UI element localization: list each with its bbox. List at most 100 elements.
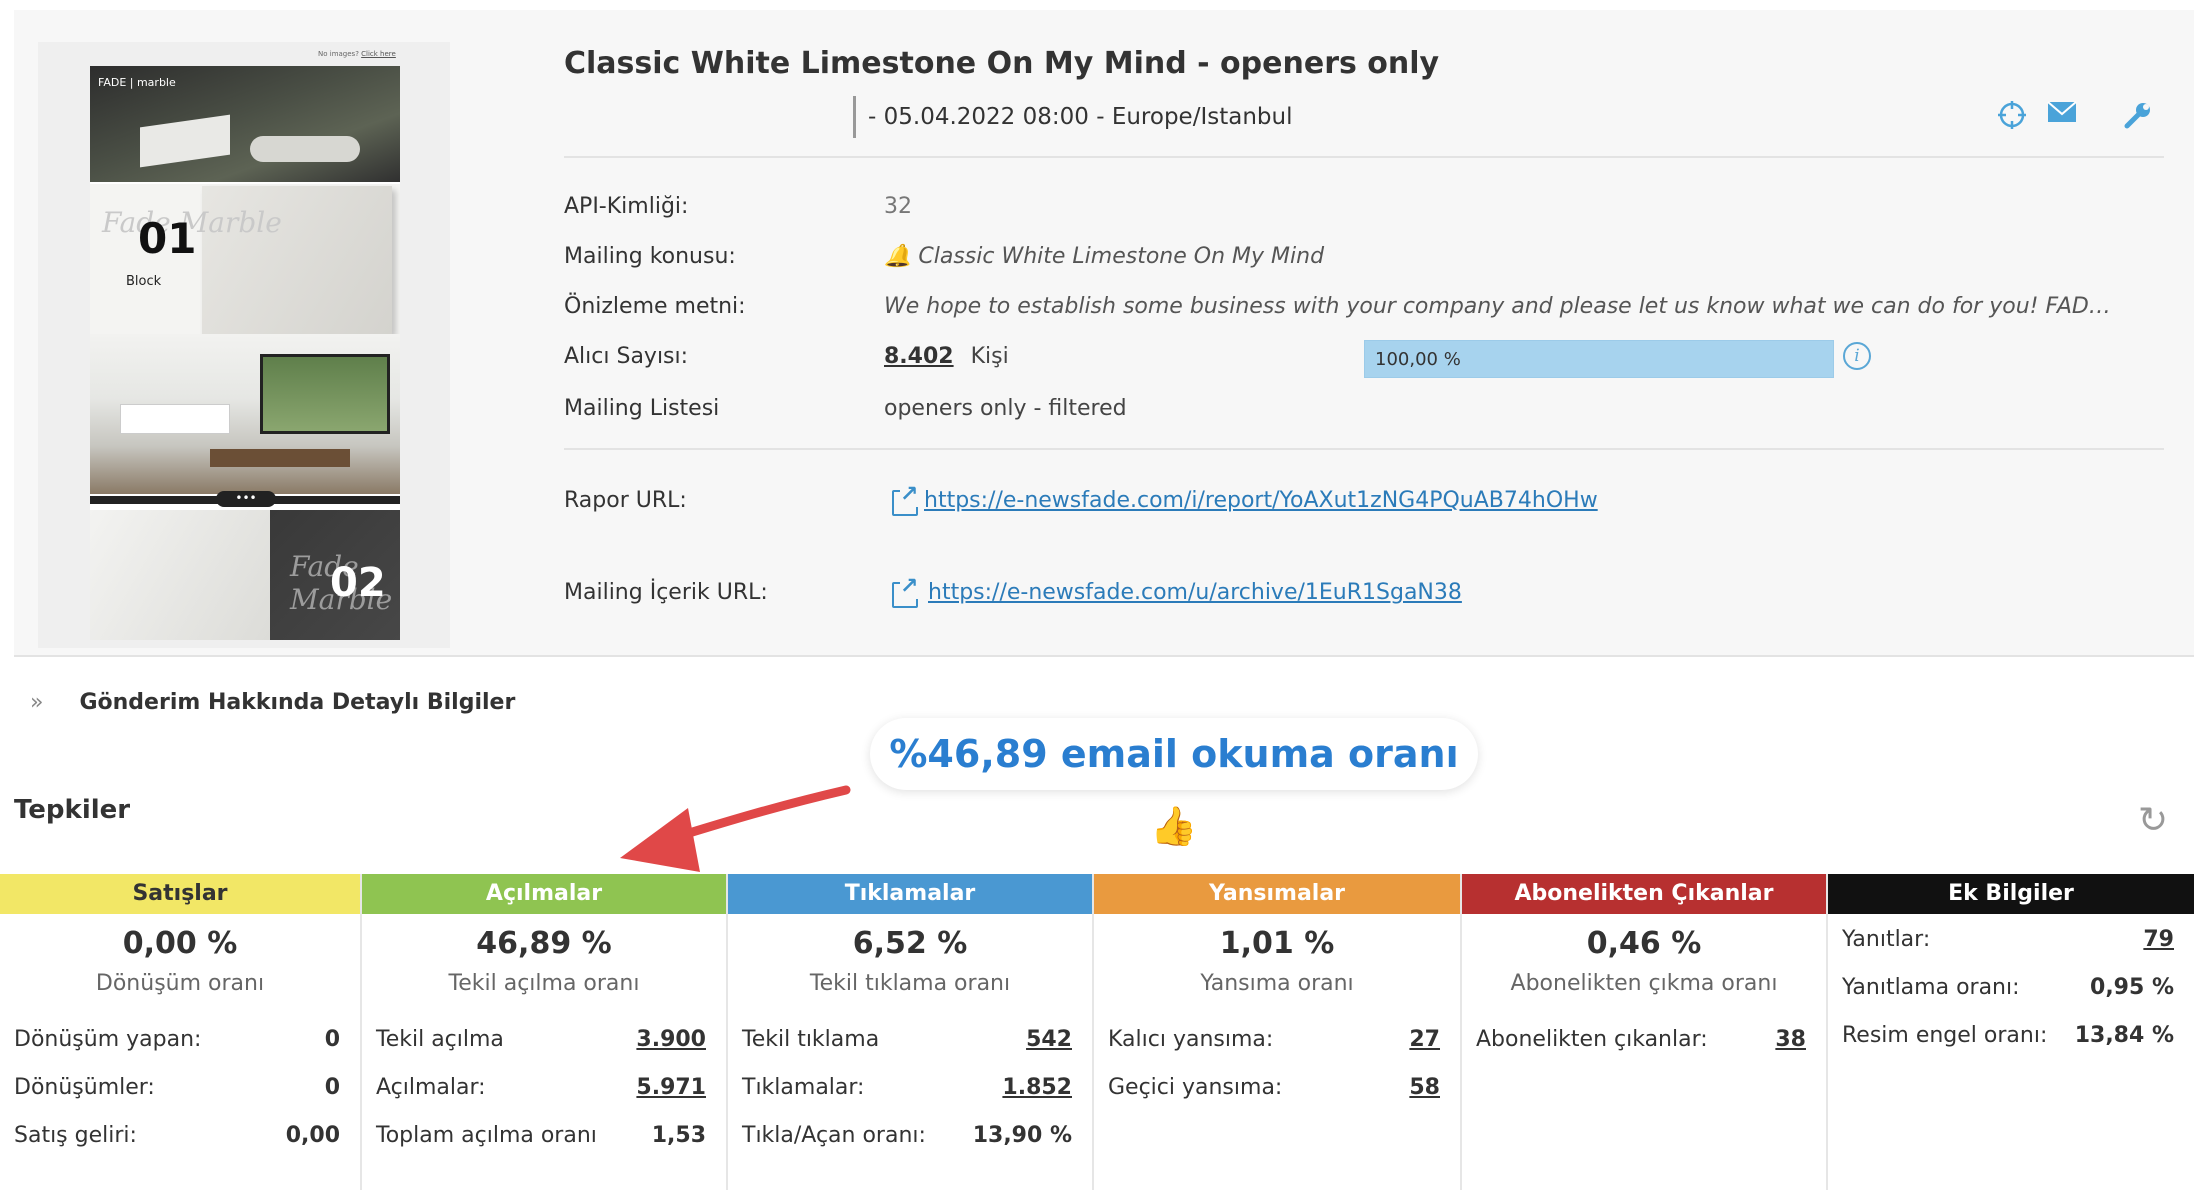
reaction-column: Ek Bilgiler Yanıtlar: 79 Yanıtlama oranı: 0,… (1828, 874, 2194, 1190)
reaction-detail-label: Toplam açılma oranı (376, 1123, 597, 1148)
recipients-count-link[interactable]: 8.402 (884, 344, 954, 369)
email-preview-image: FADE | marble Fade Marble 01 Block ••• F… (90, 66, 400, 640)
reaction-detail-list: Abonelikten çıkanlar: 38 (1462, 1016, 1826, 1064)
reaction-detail-value[interactable]: 5.971 (636, 1075, 706, 1100)
reaction-rate-label: Tekil açılma oranı (448, 971, 640, 996)
reaction-rate-label: Dönüşüm oranı (95, 971, 265, 996)
reaction-detail-value: 0 (324, 1027, 340, 1052)
recipients-unit: Kişi (970, 344, 1009, 369)
reaction-detail-row: Toplam açılma oranı 1,53 (362, 1112, 726, 1160)
block-script: Fade Marble (102, 206, 282, 239)
no-images-text: No images? Click here (318, 50, 396, 58)
crosshair-icon[interactable] (1996, 100, 2028, 132)
reaction-column: Açılmalar 46,89 % Tekil açılma oranı Tekil … (362, 874, 728, 1190)
reaction-rate-label: Abonelikten çıkma oranı (1510, 971, 1778, 996)
reaction-detail-row: Tıklamalar: 1.852 (728, 1064, 1092, 1112)
reaction-detail-row: Abonelikten çıkanlar: 38 (1462, 1016, 1826, 1064)
reaction-detail-value: 1,53 (651, 1123, 706, 1148)
reaction-detail-label: Dönüşüm yapan: (14, 1027, 202, 1052)
reaction-detail-list: Kalıcı yansıma: 27 Geçici yansıma: 58 (1094, 1016, 1460, 1112)
api-id-label: API-Kimliği: (564, 194, 689, 219)
reaction-detail-label: Açılmalar: (376, 1075, 486, 1100)
preview-text-label: Önizleme metni: (564, 294, 746, 319)
reaction-detail-value: 13,90 % (972, 1123, 1072, 1148)
reaction-rate: 0,46 % (1586, 926, 1702, 961)
block-label: Block (126, 274, 162, 289)
reaction-rate: 6,52 % (852, 926, 968, 961)
reaction-detail-row: Dönüşümler: 0 (0, 1064, 360, 1112)
mailing-list-value: openers only - filtered (884, 396, 1127, 421)
info-icon[interactable]: i (1843, 342, 1871, 370)
reaction-detail-value[interactable]: 27 (1409, 1027, 1440, 1052)
reaction-detail-list: Tekil açılma 3.900 Açılmalar: 5.971 Toplam a… (362, 1016, 726, 1160)
block-number: 01 (138, 214, 197, 263)
external-link-icon[interactable] (892, 482, 919, 516)
reaction-detail-value[interactable]: 1.852 (1002, 1075, 1072, 1100)
reaction-column-header: Satışlar (0, 874, 360, 914)
subject-value: 🔔 Classic White Limestone On My Mind (884, 244, 1325, 269)
double-chevron-icon: » (30, 690, 44, 715)
content-url-link[interactable]: https://e-newsfade.com/u/archive/1EuR1Sg… (928, 580, 1462, 605)
wrench-icon[interactable] (2122, 100, 2154, 132)
preview-text-value: We hope to establish some business with … (884, 294, 2111, 319)
reaction-rate: 1,01 % (1219, 926, 1335, 961)
reaction-detail-row: Dönüşüm yapan: 0 (0, 1016, 360, 1064)
reaction-column: Tıklamalar 6,52 % Tekil tıklama oranı Tekil… (728, 874, 1094, 1190)
reaction-detail-label: Tıkla/Açan oranı: (742, 1123, 926, 1148)
reaction-detail-row: Tekil tıklama 542 (728, 1016, 1092, 1064)
click-here-link[interactable]: Click here (361, 50, 396, 58)
reaction-column-header: Yansımalar (1094, 874, 1460, 914)
mailing-date: - 05.04.2022 08:00 - Europe/Istanbul (853, 96, 1292, 138)
reaction-rate-label: Yansıma oranı (1200, 971, 1354, 996)
mail-preview-thumbnail[interactable]: No images? Click here FADE | marble Fade… (38, 42, 450, 648)
slab-image: Fade Marble 02 (90, 510, 400, 640)
reaction-detail-value[interactable]: 58 (1409, 1075, 1440, 1100)
report-url-label: Rapor URL: (564, 488, 687, 513)
reaction-column-header: Açılmalar (362, 874, 726, 914)
kitchen-image (90, 334, 400, 494)
open-rate-callout: %46,89 email okuma oranı 👍 (870, 718, 1478, 848)
external-link-icon[interactable] (892, 574, 919, 608)
reaction-detail-label: Resim engel oranı: (1842, 1023, 2048, 1048)
reaction-column-header: Abonelikten Çıkanlar (1462, 874, 1826, 914)
hero-image: FADE | marble (90, 66, 400, 182)
send-details-toggle[interactable]: » Gönderim Hakkında Detaylı Bilgiler (30, 690, 515, 715)
refresh-icon[interactable]: ↻ (2138, 800, 2169, 841)
report-url-link[interactable]: https://e-newsfade.com/i/report/YoAXut1z… (924, 488, 1598, 513)
reaction-detail-row: Yanıtlar: 79 (1828, 916, 2194, 964)
reaction-column: Abonelikten Çıkanlar 0,46 % Abonelikten çı… (1462, 874, 1828, 1190)
reaction-detail-label: Tıklamalar: (742, 1075, 865, 1100)
reaction-detail-row: Açılmalar: 5.971 (362, 1064, 726, 1112)
reaction-detail-value: 0 (324, 1075, 340, 1100)
reaction-rate: 46,89 % (476, 926, 612, 961)
reaction-detail-label: Tekil açılma (376, 1027, 504, 1052)
reaction-detail-row: Tekil açılma 3.900 (362, 1016, 726, 1064)
content-url-label: Mailing İçerik URL: (564, 580, 768, 605)
reactions-title: Tepkiler (14, 795, 131, 825)
slab-number: 02 (330, 560, 386, 606)
reaction-detail-row: Kalıcı yansıma: 27 (1094, 1016, 1460, 1064)
slab-script: Fade Marble (290, 550, 393, 616)
reaction-detail-label: Yanıtlama oranı: (1842, 975, 2020, 1000)
reaction-column-header: Tıklamalar (728, 874, 1092, 914)
reaction-detail-label: Tekil tıklama (742, 1027, 880, 1052)
reaction-detail-label: Kalıcı yansıma: (1108, 1027, 1274, 1052)
reaction-detail-label: Satış geliri: (14, 1123, 137, 1148)
reaction-detail-value[interactable]: 542 (1026, 1027, 1072, 1052)
reaction-detail-value[interactable]: 79 (2143, 927, 2174, 952)
recipients-value: 8.402 Kişi (884, 344, 1009, 369)
reaction-detail-value: 0,00 (285, 1123, 340, 1148)
envelope-icon[interactable] (2046, 100, 2078, 132)
mailing-info-panel: No images? Click here FADE | marble Fade… (14, 10, 2194, 655)
api-id-value: 32 (884, 194, 912, 219)
reaction-column: Yansımalar 1,01 % Yansıma oranı Kalıcı yans… (1094, 874, 1462, 1190)
reaction-detail-value: 13,84 % (2074, 1023, 2174, 1048)
reaction-detail-value[interactable]: 3.900 (636, 1027, 706, 1052)
reaction-detail-value: 0,95 % (2090, 975, 2174, 1000)
reaction-detail-label: Geçici yansıma: (1108, 1075, 1283, 1100)
recipients-percent: 100,00 % (1375, 349, 1461, 370)
reaction-detail-row: Tıkla/Açan oranı: 13,90 % (728, 1112, 1092, 1160)
reaction-detail-row: Satış geliri: 0,00 (0, 1112, 360, 1160)
reaction-detail-value[interactable]: 38 (1775, 1027, 1806, 1052)
recipients-progress-bar: 100,00 % (1364, 340, 1834, 378)
